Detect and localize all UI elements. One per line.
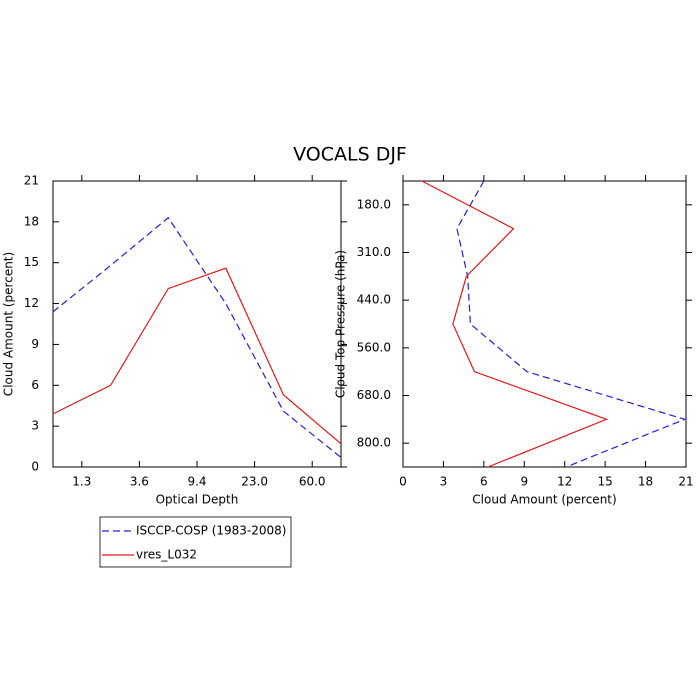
y-tick-label: 3	[31, 419, 39, 433]
y-tick-label: 15	[24, 255, 39, 269]
x-tick-label: 1.3	[72, 475, 91, 489]
series-line	[421, 180, 609, 468]
x-tick-label: 3	[440, 475, 448, 489]
series-line	[52, 267, 342, 445]
y-tick-label: 12	[24, 296, 39, 310]
y-axis-label: Cloud Top Pressure (hPa)	[334, 250, 348, 398]
x-tick-label: 0	[399, 475, 407, 489]
y-tick-label: 9	[31, 337, 39, 351]
x-tick-label: 23.0	[241, 475, 268, 489]
x-tick-label: 9	[520, 475, 528, 489]
legend-label: vres_L032	[136, 548, 197, 562]
plot-frame	[52, 180, 342, 468]
y-axis-label: Cloud Amount (percent)	[2, 252, 16, 396]
x-tick-label: 15	[598, 475, 613, 489]
y-tick-label: 21	[24, 174, 39, 188]
y-tick-label: 560.0	[357, 340, 391, 354]
x-tick-label: 12	[557, 475, 572, 489]
y-tick-label: 800.0	[357, 436, 391, 450]
y-tick-label: 310.0	[357, 245, 391, 259]
y-tick-label: 0	[31, 460, 39, 474]
y-tick-label: 18	[24, 214, 39, 228]
x-tick-label: 6	[480, 475, 488, 489]
series-line	[52, 216, 342, 458]
x-tick-label: 3.6	[130, 475, 149, 489]
x-tick-label: 60.0	[299, 475, 326, 489]
chart-title: VOCALS DJF	[293, 144, 407, 166]
plot-frame	[402, 180, 687, 468]
x-tick-label: 9.4	[187, 475, 206, 489]
legend-box	[99, 516, 292, 568]
y-tick-label: 180.0	[357, 197, 391, 211]
x-tick-label: 21	[678, 475, 693, 489]
series-line	[456, 180, 687, 468]
x-tick-label: 18	[638, 475, 653, 489]
y-tick-label: 6	[31, 378, 39, 392]
y-tick-label: 440.0	[357, 293, 391, 307]
x-axis-label: Optical Depth	[156, 493, 239, 507]
y-tick-label: 680.0	[357, 388, 391, 402]
x-axis-label: Cloud Amount (percent)	[472, 493, 616, 507]
legend-label: ISCCP-COSP (1983-2008)	[136, 524, 286, 538]
